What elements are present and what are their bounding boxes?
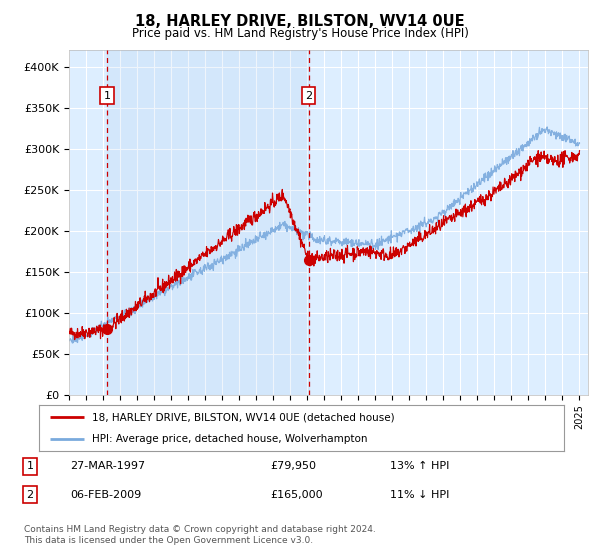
Text: 13% ↑ HPI: 13% ↑ HPI <box>390 461 449 472</box>
Text: £79,950: £79,950 <box>270 461 316 472</box>
Text: 11% ↓ HPI: 11% ↓ HPI <box>390 490 449 500</box>
Text: 1: 1 <box>103 91 110 100</box>
Text: 06-FEB-2009: 06-FEB-2009 <box>70 490 141 500</box>
Text: 27-MAR-1997: 27-MAR-1997 <box>70 461 145 472</box>
Text: HPI: Average price, detached house, Wolverhampton: HPI: Average price, detached house, Wolv… <box>91 435 367 444</box>
Text: 18, HARLEY DRIVE, BILSTON, WV14 0UE: 18, HARLEY DRIVE, BILSTON, WV14 0UE <box>135 14 465 29</box>
Text: 2: 2 <box>305 91 312 100</box>
Text: £165,000: £165,000 <box>270 490 323 500</box>
Text: Price paid vs. HM Land Registry's House Price Index (HPI): Price paid vs. HM Land Registry's House … <box>131 27 469 40</box>
Text: 1: 1 <box>26 461 34 472</box>
Text: 18, HARLEY DRIVE, BILSTON, WV14 0UE (detached house): 18, HARLEY DRIVE, BILSTON, WV14 0UE (det… <box>91 412 394 422</box>
Bar <box>107 50 308 395</box>
Text: 2: 2 <box>26 490 34 500</box>
Text: Contains HM Land Registry data © Crown copyright and database right 2024.
This d: Contains HM Land Registry data © Crown c… <box>24 525 376 545</box>
